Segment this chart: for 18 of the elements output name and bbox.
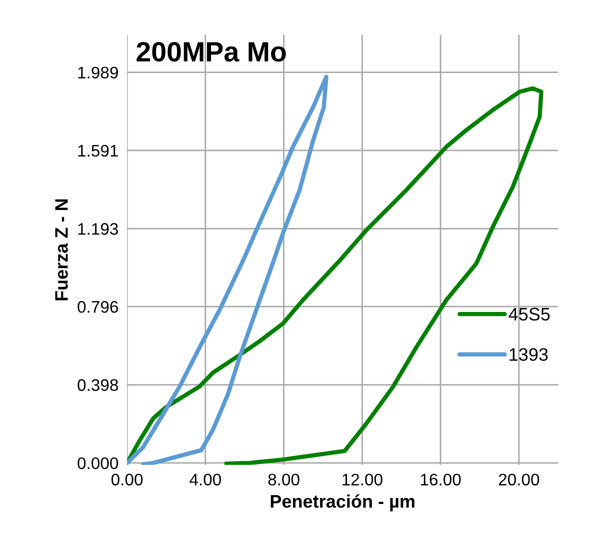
legend-label: 45S5 — [508, 308, 550, 321]
y-tick-label: 0.796 — [78, 301, 118, 313]
y-tick-label: 1.591 — [78, 144, 118, 157]
line-series — [127, 74, 328, 465]
y-axis-title: Fuerza Z - N — [55, 199, 68, 300]
x-tick-label: 8.00 — [268, 474, 300, 486]
x-tick-label: 4.00 — [190, 474, 221, 486]
y-tick-label: 0.398 — [78, 379, 118, 391]
x-tick-label: 0.00 — [111, 474, 143, 486]
legend-label: 1393 — [510, 348, 548, 361]
y-tick-label: 0.000 — [78, 457, 118, 470]
chart-title: 200MPa Mo — [136, 42, 286, 62]
x-tick-label: 16.00 — [420, 474, 461, 486]
y-tick-label: 1.989 — [78, 66, 118, 78]
x-tick-label: 20.00 — [498, 474, 540, 486]
x-axis-title: Penetración - µm — [270, 494, 414, 512]
y-tick-label: 1.193 — [78, 223, 118, 235]
x-tick-label: 12.00 — [342, 474, 382, 486]
